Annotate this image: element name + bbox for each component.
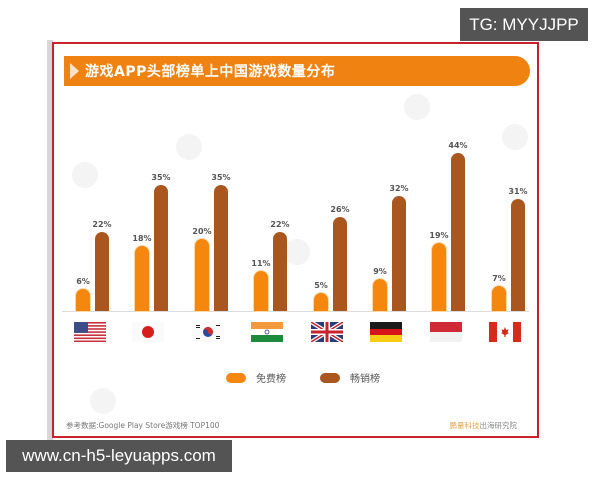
canada-flag-icon — [489, 322, 521, 342]
value-label-free: 7% — [492, 274, 506, 283]
watermark-stamp — [284, 239, 310, 265]
chart-title-banner: 游戏APP头部榜单上中国游戏数量分布 — [64, 56, 530, 86]
bar-paid — [333, 217, 347, 311]
legend-item-free: 免费榜 — [226, 370, 286, 385]
chart-legend: 免费榜 畅销榜 — [226, 370, 380, 385]
watermark-stamp — [72, 162, 98, 188]
legend-item-paid: 畅销榜 — [320, 370, 380, 385]
bar-free — [254, 271, 268, 311]
value-label-free: 19% — [429, 231, 449, 240]
watermark-top-right: TG: MYYJJPP — [460, 8, 588, 41]
value-label-paid: 31% — [508, 187, 528, 196]
bar-free — [492, 286, 506, 311]
watermark-stamp — [502, 124, 528, 150]
watermark-stamp — [90, 388, 116, 414]
value-label-paid: 35% — [211, 173, 231, 182]
bar-paid — [95, 232, 109, 311]
value-label-free: 18% — [132, 234, 152, 243]
watermark-stamp — [404, 94, 430, 120]
value-label-paid: 35% — [151, 173, 171, 182]
value-label-paid: 26% — [330, 205, 350, 214]
plot-area: 6% 22% 18% 35% 20% 35% 11% 22% 5% 26% 9% 32% 19% 44% 7… — [54, 44, 537, 436]
legend-swatch-paid — [320, 372, 340, 383]
page-edge-shadow — [47, 40, 53, 440]
bar-free — [314, 293, 328, 311]
bar-paid — [392, 196, 406, 311]
korea-flag-icon — [192, 322, 224, 342]
triangle-marker-icon — [70, 63, 79, 79]
credit-note: 鹏量科技出海研究院 — [450, 420, 518, 431]
japan-flag-icon — [132, 322, 164, 342]
uk-flag-icon — [311, 322, 343, 342]
value-label-free: 5% — [314, 281, 328, 290]
germany-flag-icon — [370, 322, 402, 342]
value-label-paid: 22% — [270, 220, 290, 229]
watermark-bottom-left: www.cn-h5-leyuapps.com — [6, 440, 232, 472]
value-label-free: 9% — [373, 267, 387, 276]
legend-swatch-free — [226, 372, 246, 383]
bar-free — [195, 239, 209, 311]
bar-paid — [154, 185, 168, 311]
us-flag-icon — [74, 322, 106, 342]
value-label-paid: 32% — [389, 184, 409, 193]
bar-free — [76, 289, 90, 311]
source-note: 参考数据:Google Play Store游戏榜 TOP100 — [66, 421, 220, 430]
bar-free — [135, 246, 149, 311]
watermark-stamp — [176, 134, 202, 160]
bar-paid — [511, 199, 525, 311]
bar-paid — [451, 153, 465, 311]
bar-paid — [273, 232, 287, 311]
value-label-paid: 22% — [92, 220, 112, 229]
x-axis-baseline — [62, 311, 529, 312]
credit-rest: 出海研究院 — [479, 421, 518, 430]
value-label-free: 11% — [251, 259, 271, 268]
bar-free — [432, 243, 446, 311]
legend-label-paid: 畅销榜 — [350, 374, 380, 385]
bar-paid — [214, 185, 228, 311]
indonesia-flag-icon — [430, 322, 462, 342]
value-label-free: 20% — [192, 227, 212, 236]
value-label-free: 6% — [76, 277, 90, 286]
chart-frame: 游戏APP头部榜单上中国游戏数量分布 6% 22% 18% 35% 20% 35% 11% 2… — [52, 42, 539, 438]
credit-brand: 鹏量科技 — [449, 421, 480, 430]
bar-free — [373, 279, 387, 311]
india-flag-icon — [251, 322, 283, 342]
legend-label-free: 免费榜 — [256, 374, 286, 385]
chart-title: 游戏APP头部榜单上中国游戏数量分布 — [85, 64, 336, 80]
value-label-paid: 44% — [448, 141, 468, 150]
